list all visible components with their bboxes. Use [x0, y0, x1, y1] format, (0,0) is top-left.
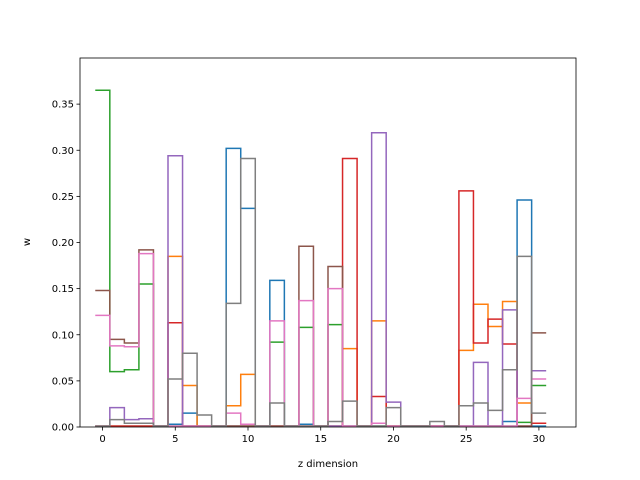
x-tick-label: 15	[314, 434, 327, 445]
x-tick-label: 25	[460, 434, 473, 445]
x-tick-label: 0	[99, 434, 105, 445]
x-tick-label: 30	[533, 434, 546, 445]
y-tick-label: 0.35	[52, 100, 74, 111]
x-axis-label: z dimension	[298, 459, 358, 470]
y-tick-label: 0.10	[52, 330, 74, 341]
axes-layer: 0 5 10 15 20 25 30 0.00 0.05 0.10 0.15 0.20 0.25 0.30…	[52, 57, 577, 445]
y-axis-label: w	[22, 238, 33, 246]
x-tick-label: 5	[172, 434, 178, 445]
y-tick-label: 0.20	[52, 238, 74, 249]
series-7-step-line	[95, 157, 547, 427]
y-tick-label: 0.00	[52, 423, 74, 434]
y-tick-label: 0.30	[52, 146, 74, 157]
y-tick-label: 0.05	[52, 376, 74, 387]
x-tick-label: 10	[242, 434, 255, 445]
y-tick-label: 0.25	[52, 192, 74, 203]
x-tick-label: 20	[387, 434, 400, 445]
series-layer	[95, 89, 547, 427]
y-tick-label: 0.15	[52, 284, 74, 295]
